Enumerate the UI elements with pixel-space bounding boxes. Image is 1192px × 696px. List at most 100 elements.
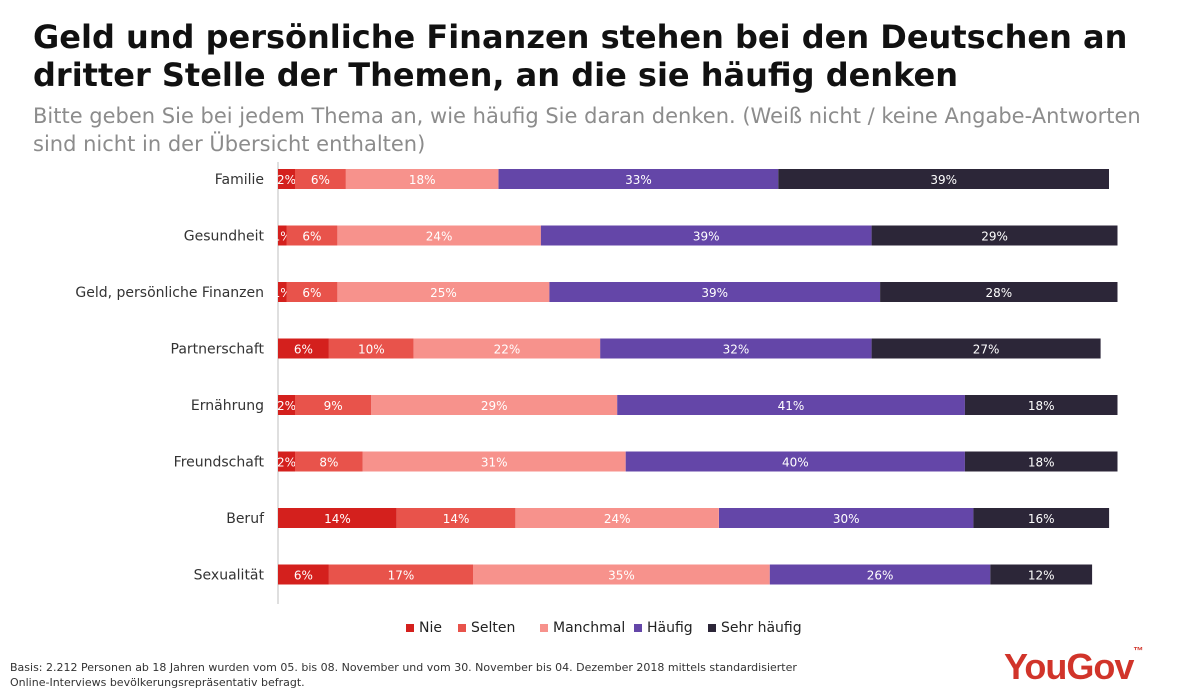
bar-segment (278, 338, 329, 359)
data-label: 29% (981, 230, 1008, 244)
bar-segment (973, 508, 1110, 528)
data-label: 2% (277, 456, 296, 470)
bar-segment (278, 225, 287, 246)
bar-segment (473, 564, 770, 585)
bar-segment (295, 395, 372, 415)
legend-item: Nie (406, 620, 442, 636)
legend-item: Sehr häufig (708, 620, 802, 636)
data-label: 40% (782, 456, 809, 470)
bar-segment (278, 395, 295, 415)
chart-title: Geld und persönliche Finanzen stehen bei… (33, 18, 1128, 94)
bar-segment (769, 564, 991, 585)
bar-segment (278, 508, 397, 528)
data-label: 8% (319, 456, 338, 470)
legend-swatch (634, 624, 642, 632)
data-label: 24% (426, 230, 453, 244)
data-label: 31% (481, 456, 508, 470)
category-label: Geld, persönliche Finanzen (75, 285, 264, 301)
bar-segment (990, 564, 1093, 585)
bar-segment (396, 508, 516, 528)
bar-segment (964, 395, 1118, 415)
bar-segment (617, 395, 965, 415)
data-label: 18% (1028, 399, 1055, 413)
data-label: 18% (409, 173, 436, 187)
data-label: 39% (701, 286, 728, 300)
data-label: 24% (604, 512, 631, 526)
bar-segment (371, 395, 618, 415)
chart-subtitle: Bitte geben Sie bei jedem Thema an, wie … (33, 104, 1141, 156)
bar-segment (540, 225, 872, 246)
data-label: 41% (778, 399, 805, 413)
bar-segment (964, 451, 1118, 472)
bar-segment (337, 225, 541, 246)
data-label: 9% (324, 399, 343, 413)
bar-segment (498, 169, 779, 189)
logo-text: YouGov (1004, 646, 1134, 687)
data-label: 14% (324, 512, 351, 526)
chart-legend: Nie Selten Manchmal Häufig Sehr häufig (0, 620, 1192, 640)
legend-label: Manchmal (553, 620, 626, 636)
legend-label: Häufig (647, 620, 693, 636)
data-label: 2% (277, 399, 296, 413)
bar-segment (295, 169, 346, 189)
bar-segment (328, 564, 474, 585)
bar-segment (719, 508, 974, 528)
data-label: 22% (494, 343, 521, 357)
bar-segment (413, 338, 601, 359)
data-label: 32% (723, 343, 750, 357)
category-label: Gesundheit (184, 229, 265, 245)
legend-label: Nie (419, 620, 442, 636)
bar-segment (880, 282, 1118, 302)
bar-segment (278, 169, 295, 189)
bar-segment (278, 564, 329, 585)
legend-swatch (458, 624, 466, 632)
category-label: Ernährung (191, 398, 264, 414)
footnote-line-2: Online-Interviews bevölkerungsrepräsenta… (10, 676, 305, 689)
data-label: 6% (294, 569, 313, 583)
legend-swatch (540, 624, 548, 632)
bar-segment (337, 282, 550, 302)
bar-segment (549, 282, 881, 302)
footnote: Basis: 2.212 Personen ab 18 Jahren wurde… (10, 660, 910, 690)
bar-segment (871, 225, 1118, 246)
data-label: 6% (302, 230, 321, 244)
data-label: 14% (443, 512, 470, 526)
category-label: Partnerschaft (171, 342, 265, 358)
data-label: 17% (388, 569, 415, 583)
bar-segment (778, 169, 1109, 189)
data-label: 33% (625, 173, 652, 187)
bar-segment (278, 282, 287, 302)
legend-item: Manchmal (540, 620, 625, 636)
data-label: 18% (1028, 456, 1055, 470)
bar-segment (600, 338, 872, 359)
data-label: 2% (277, 173, 296, 187)
data-label: 6% (302, 286, 321, 300)
data-label: 10% (358, 343, 385, 357)
bar-segment (286, 282, 338, 302)
bar-segment (278, 451, 295, 472)
data-label: 25% (430, 286, 457, 300)
category-label: Sexualität (194, 568, 265, 584)
data-label: 39% (930, 173, 957, 187)
yougov-logo: YouGov™ (1004, 646, 1143, 688)
bar-segment (295, 451, 363, 472)
data-label: 6% (294, 343, 313, 357)
data-label: 30% (833, 512, 860, 526)
data-label: 27% (973, 343, 1000, 357)
legend-swatch (406, 624, 414, 632)
category-label: Beruf (226, 511, 265, 527)
data-label: 6% (311, 173, 330, 187)
legend-swatch (708, 624, 716, 632)
bar-segment (362, 451, 626, 472)
legend-label: Selten (471, 620, 516, 636)
data-label: 16% (1028, 512, 1055, 526)
data-label: 12% (1028, 569, 1055, 583)
bar-segment (625, 451, 965, 472)
bar-segment (345, 169, 499, 189)
data-label: 28% (985, 286, 1012, 300)
bar-segment (286, 225, 338, 246)
category-label: Freundschaft (174, 455, 265, 471)
legend-item: Häufig (634, 620, 693, 636)
bar-segment (328, 338, 414, 359)
